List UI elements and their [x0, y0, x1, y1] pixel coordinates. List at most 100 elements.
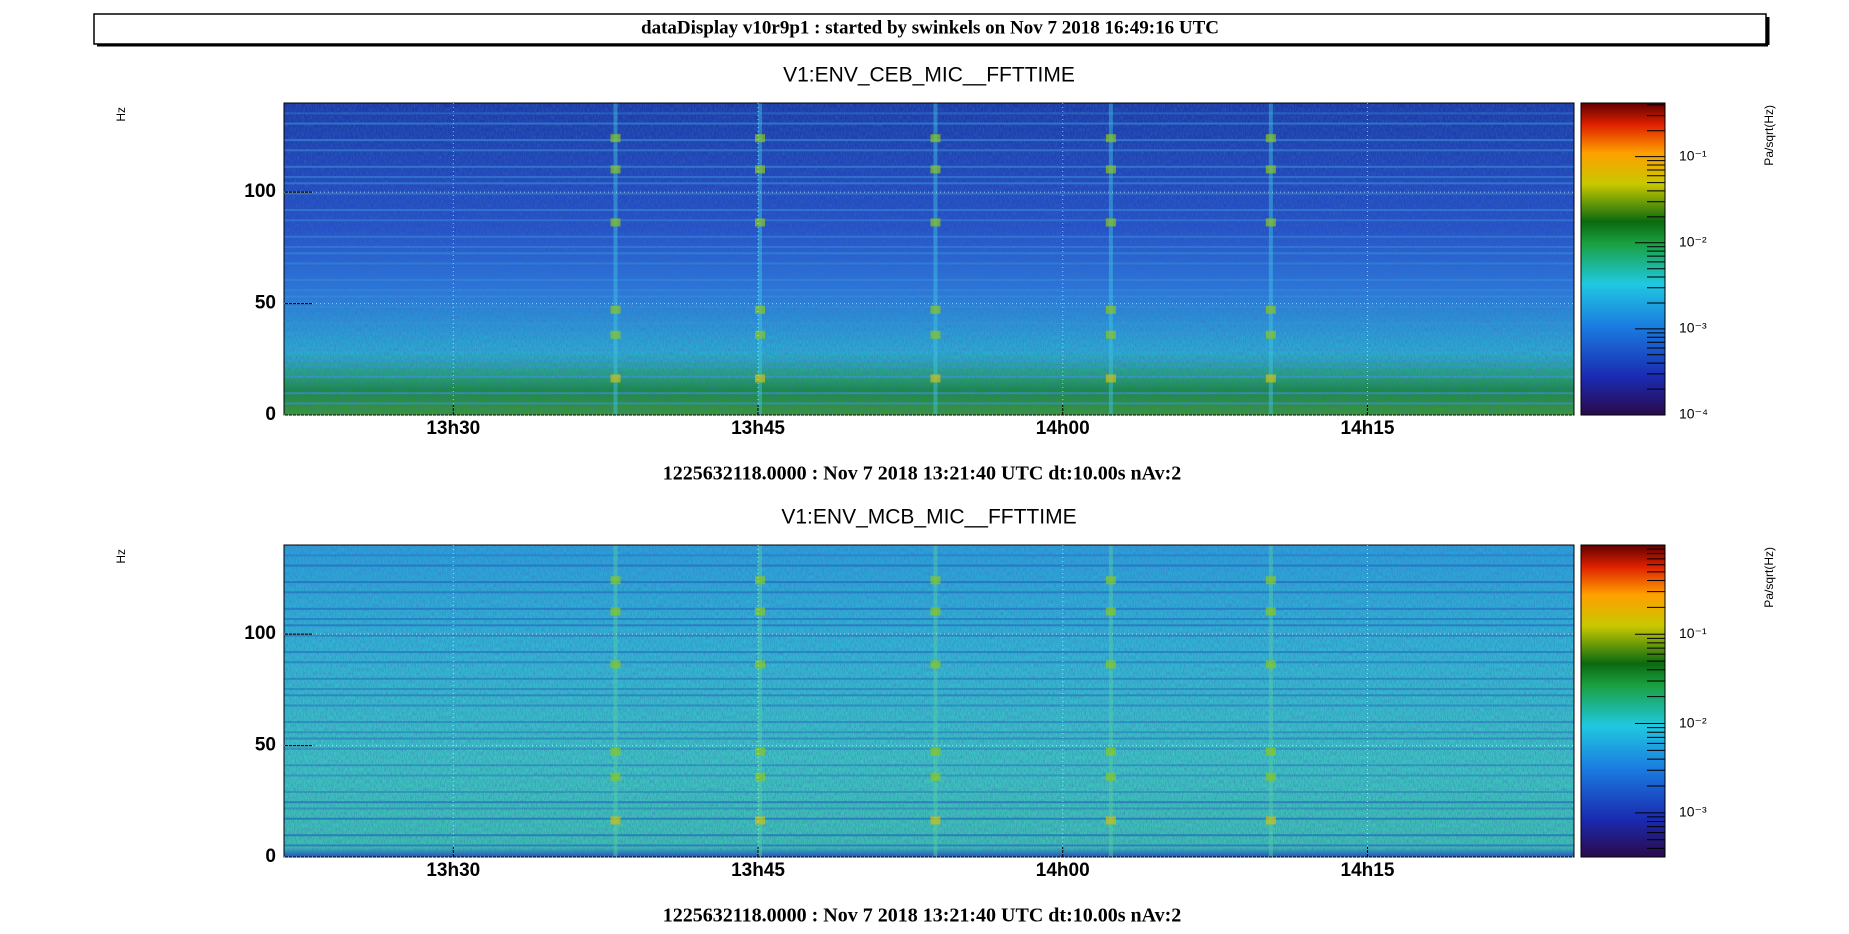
event-blob [1105, 772, 1116, 781]
colorbar-label: Pa/sqrt(Hz) [1762, 547, 1776, 608]
event-blob [610, 772, 621, 781]
event-blob [755, 816, 766, 825]
event-blob [755, 165, 766, 174]
event-trace [613, 545, 618, 857]
event-trace [758, 103, 763, 415]
event-blob [610, 330, 621, 339]
chart-title: V1:ENV_MCB_MIC__FFTTIME [781, 506, 1076, 529]
event-blob [755, 134, 766, 143]
event-blob [755, 576, 766, 585]
event-blob [930, 305, 941, 314]
colorbar [1580, 544, 1666, 858]
event-blob [1265, 772, 1276, 781]
x-tick-label: 14h15 [1341, 860, 1395, 881]
colorbar-tick-label: 10⁻³ [1679, 804, 1707, 820]
event-blob [1265, 374, 1276, 383]
event-blob [1105, 330, 1116, 339]
event-blob [930, 165, 941, 174]
x-tick-label: 14h00 [1036, 860, 1090, 881]
event-blob [610, 747, 621, 756]
event-blob [610, 165, 621, 174]
header-box [93, 13, 1767, 45]
event-blob [755, 374, 766, 383]
colorbar-tick-label: 10⁻¹ [1679, 625, 1707, 641]
colorbar-tick-label: 10⁻² [1679, 233, 1707, 249]
event-blob [610, 218, 621, 227]
event-blob [610, 660, 621, 669]
y-tick-label: 50 [255, 735, 276, 756]
event-trace [1108, 545, 1113, 857]
event-blob [1105, 218, 1116, 227]
event-blob [610, 607, 621, 616]
x-tick-label: 13h30 [426, 860, 480, 881]
event-blob [1265, 816, 1276, 825]
event-blob [1265, 134, 1276, 143]
event-blob [755, 305, 766, 314]
event-blob [1105, 607, 1116, 616]
y-tick-label: 50 [255, 293, 276, 314]
event-blob [1105, 747, 1116, 756]
header-title: dataDisplay v10r9p1 : started by swinkel… [641, 17, 1219, 38]
event-trace [1268, 103, 1273, 415]
chart-title: V1:ENV_CEB_MIC__FFTTIME [783, 64, 1075, 87]
y-tick-label: 0 [265, 404, 276, 425]
colorbar-tick-label: 10⁻³ [1679, 320, 1707, 336]
caption: 1225632118.0000 : Nov 7 2018 13:21:40 UT… [663, 905, 1182, 927]
event-trace [613, 103, 618, 415]
event-trace [758, 545, 763, 857]
event-blob [1265, 660, 1276, 669]
event-blob [1265, 165, 1276, 174]
event-blob [930, 218, 941, 227]
event-blob [1105, 660, 1116, 669]
y-axis-label: Hz [114, 107, 128, 122]
event-blob [930, 747, 941, 756]
event-trace [1108, 103, 1113, 415]
event-blob [1105, 374, 1116, 383]
y-tick-label: 0 [265, 846, 276, 867]
event-blob [930, 330, 941, 339]
event-trace [1268, 545, 1273, 857]
x-tick-label: 13h45 [731, 418, 785, 439]
y-axis-label: Hz [114, 549, 128, 564]
event-blob [930, 576, 941, 585]
event-blob [755, 772, 766, 781]
y-tick-label: 100 [244, 181, 276, 202]
event-blob [755, 218, 766, 227]
colorbar-label: Pa/sqrt(Hz) [1762, 105, 1776, 166]
x-tick-label: 13h30 [426, 418, 480, 439]
x-tick-label: 14h00 [1036, 418, 1090, 439]
event-blob [930, 772, 941, 781]
panels: V1:ENV_CEB_MIC__FFTTIME Hz 0 50 100 13h30 13h4… [114, 64, 1776, 927]
event-blob [610, 305, 621, 314]
event-blob [930, 607, 941, 616]
event-blob [1105, 816, 1116, 825]
noise [284, 103, 1574, 415]
event-blob [610, 134, 621, 143]
event-blob [755, 747, 766, 756]
colorbar-tick-label: 10⁻⁴ [1679, 406, 1708, 422]
event-blob [1105, 165, 1116, 174]
event-blob [755, 660, 766, 669]
x-tick-label: 14h15 [1341, 418, 1395, 439]
event-blob [930, 134, 941, 143]
colorbar-tick-label: 10⁻¹ [1679, 147, 1707, 163]
event-blob [610, 576, 621, 585]
y-tick-label: 100 [244, 623, 276, 644]
caption: 1225632118.0000 : Nov 7 2018 13:21:40 UT… [663, 463, 1182, 485]
event-blob [1105, 576, 1116, 585]
colorbar [1580, 102, 1666, 416]
event-trace [933, 103, 938, 415]
event-blob [755, 330, 766, 339]
x-tick-label: 13h45 [731, 860, 785, 881]
event-blob [610, 374, 621, 383]
event-blob [610, 816, 621, 825]
event-blob [1265, 330, 1276, 339]
event-blob [930, 660, 941, 669]
colorbar-tick-label: 10⁻² [1679, 714, 1707, 730]
noise [284, 545, 1574, 857]
event-blob [1265, 305, 1276, 314]
event-blob [755, 607, 766, 616]
event-blob [1265, 576, 1276, 585]
event-blob [930, 374, 941, 383]
